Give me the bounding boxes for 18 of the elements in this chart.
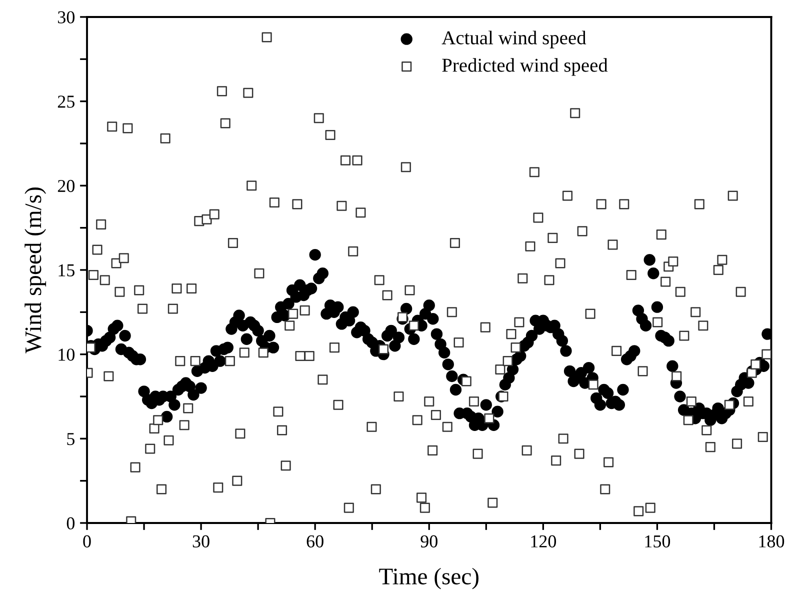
x-tick-label: 90 [420, 535, 438, 548]
legend-label: Predicted wind speed [442, 58, 608, 76]
x-tick-label: 30 [192, 535, 210, 548]
x-tick-label: 150 [645, 535, 670, 548]
y-tick-label: 15 [58, 264, 74, 276]
y-tick-label: 30 [58, 11, 75, 24]
x-tick-label: 60 [306, 535, 324, 548]
x-tick-label: 180 [759, 535, 784, 548]
x-tick-label: 0 [83, 535, 91, 548]
y-tick-label: 25 [58, 96, 74, 108]
y-tick-label: 10 [58, 348, 75, 361]
legend-label: Actual wind speed [442, 30, 586, 48]
y-tick-label: 5 [67, 433, 74, 446]
x-tick-label: 120 [531, 535, 556, 548]
y-tick-label: 0 [66, 517, 75, 530]
y-axis-title: Wind speed (m/s) [24, 188, 46, 354]
y-tick-label: 20 [58, 180, 75, 192]
x-axis-title: Time (sec) [379, 568, 478, 590]
